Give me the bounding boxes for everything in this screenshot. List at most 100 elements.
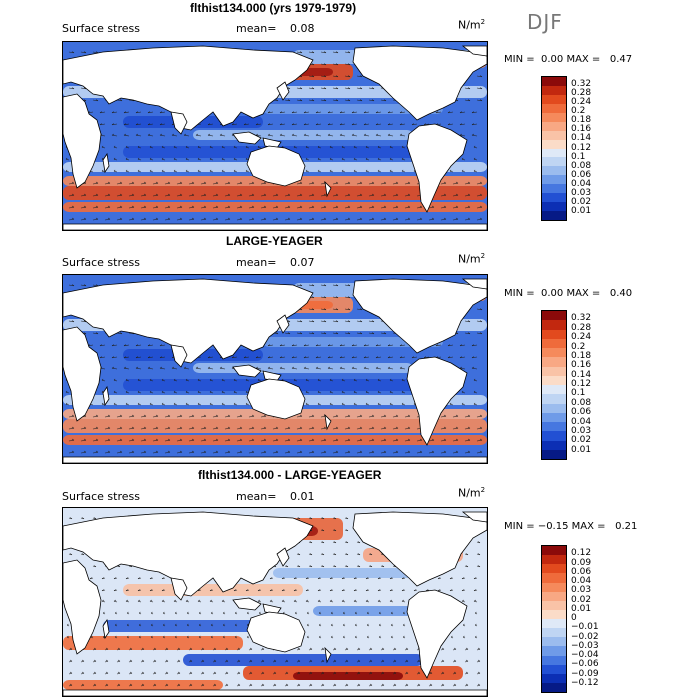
colorbar-tick-label: 0.1 [571,388,586,399]
colorbar-swatch [542,148,566,158]
panel-2-minmax: MIN = 0.00 MAX = 0.40 [504,288,633,299]
colorbar-tick-label: 0.03 [571,187,592,198]
colorbar-tick-label: 0.06 [571,169,592,180]
colorbar-tick-label: 0 [571,613,577,623]
colorbar-tick-label: 0.2 [571,341,586,352]
colorbar-swatch [542,394,566,404]
colorbar-swatch [542,664,566,674]
colorbar-swatch [542,609,566,619]
panel-2-colorbar [541,310,567,460]
colorbar-tick-label: 0.01 [571,603,592,614]
colorbar-tick-label: 0.32 [571,79,592,90]
colorbar-tick-label: 0.08 [571,160,592,171]
panel-3-minmax: MIN = −0.15 MAX = 0.21 [504,521,638,532]
colorbar-swatch [542,329,566,339]
colorbar-swatch [542,431,566,441]
colorbar-tick-label: 0.12 [571,548,592,559]
world-map [63,508,487,696]
colorbar-tick-label: 0.16 [571,124,592,135]
colorbar-tick-label: 0.02 [571,435,592,446]
colorbar-swatch [542,357,566,367]
colorbar-swatch [542,112,566,122]
colorbar-swatch [542,366,566,376]
panel-3-unit: N/m2 [458,486,486,500]
colorbar-tick-label: 0.02 [571,196,592,207]
colorbar-tick-label: 0.14 [571,133,592,144]
colorbar-tick-label: 0.28 [571,322,592,333]
colorbar-tick-label: −0.01 [571,622,599,633]
colorbar-swatch [542,673,566,683]
panel-1-mean-label: mean= [236,22,277,35]
colorbar-swatch [542,193,566,203]
colorbar-tick-label: 0.01 [571,444,592,455]
colorbar-tick-label: −0.09 [571,668,599,679]
colorbar-tick-label: 0.28 [571,88,592,99]
colorbar-tick-label: 0.03 [571,425,592,436]
colorbar-swatch [542,682,566,692]
colorbar-swatch [542,338,566,348]
colorbar-tick-label: 0.06 [571,407,592,418]
panel-1-map [62,41,488,231]
colorbar-swatch [542,564,566,574]
colorbar-swatch [542,211,566,220]
colorbar-swatch [542,103,566,113]
colorbar-swatch [542,375,566,385]
panel-3-mean-label: mean= [236,490,277,503]
colorbar-swatch [542,440,566,450]
colorbar-swatch [542,422,566,432]
colorbar-tick-label: 0.04 [571,178,592,189]
colorbar-swatch [542,573,566,583]
colorbar-swatch [542,311,566,321]
colorbar-swatch [542,449,566,459]
panel-1-title: flthist134.000 (yrs 1979-1979) [190,1,357,15]
colorbar-tick-label: 0.04 [571,416,592,427]
panel-1-colorbar [541,76,567,221]
panel-2-mean-label: mean= [236,256,277,269]
colorbar-tick-label: 0.14 [571,369,592,380]
colorbar-swatch [542,94,566,104]
colorbar-swatch [542,591,566,601]
panel-3-field: Surface stress [62,490,140,503]
panel-2-unit: N/m2 [458,252,486,266]
colorbar-tick-label: −0.12 [571,677,599,688]
panel-1-unit: N/m2 [458,18,486,32]
colorbar-tick-label: −0.03 [571,640,599,651]
panel-2-field: Surface stress [62,256,140,269]
colorbar-swatch [542,555,566,565]
colorbar-swatch [542,175,566,185]
colorbar-tick-label: 0.04 [571,576,592,586]
season-label: DJF [527,10,563,34]
colorbar-tick-label: 0.18 [571,350,592,361]
colorbar-tick-label: 0.06 [571,566,592,577]
colorbar-swatch [542,139,566,149]
panel-3-title: flthist134.000 - LARGE-YEAGER [198,468,382,482]
panel-1-minmax: MIN = 0.00 MAX = 0.47 [504,54,633,65]
panel-1-mean-value: 0.08 [290,22,315,35]
colorbar-tick-label: 0.12 [571,142,592,153]
colorbar-tick-label: 0.18 [571,115,592,126]
panel-3-map [62,507,488,697]
colorbar-swatch [542,77,566,86]
colorbar-tick-label: −0.04 [571,650,599,660]
colorbar-tick-label: −0.06 [571,659,599,670]
colorbar-swatch [542,130,566,140]
colorbar-tick-label: 0.32 [571,313,592,324]
colorbar-tick-label: 0.01 [571,205,592,216]
panel-3-colorbar [541,545,567,693]
colorbar-swatch [542,412,566,422]
colorbar-tick-label: 0.03 [571,585,592,596]
panel-2-map [62,274,488,464]
colorbar-swatch [542,85,566,95]
colorbar-swatch [542,637,566,647]
colorbar-swatch [542,655,566,665]
colorbar-tick-label: 0.24 [571,97,592,108]
world-map [63,275,487,463]
colorbar-swatch [542,202,566,212]
colorbar-swatch [542,157,566,167]
panel-2-mean-value: 0.07 [290,256,315,269]
colorbar-tick-label: 0.1 [571,151,586,162]
colorbar-tick-label: 0.12 [571,379,592,389]
colorbar-tick-label: −0.02 [571,631,599,642]
colorbar-swatch [542,320,566,330]
colorbar-swatch [542,385,566,395]
